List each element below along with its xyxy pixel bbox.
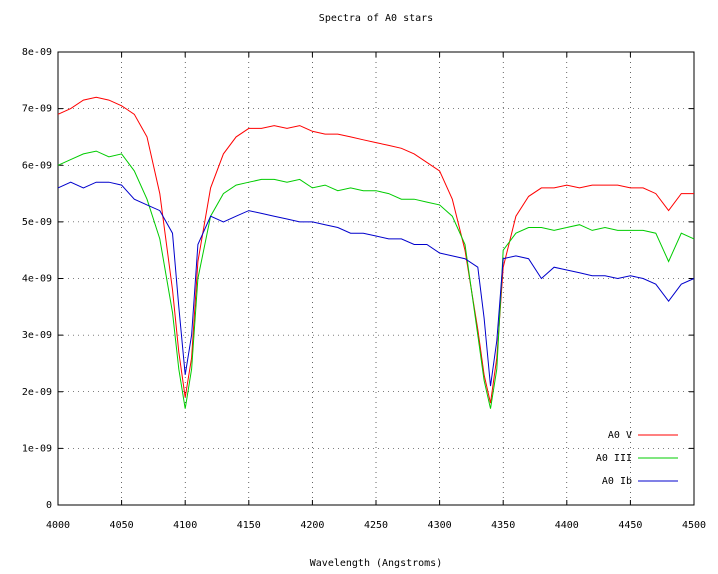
y-tick-label: 8e-09 [22, 47, 52, 58]
series-line [57, 96, 694, 404]
x-tick-label: 4150 [237, 520, 261, 531]
y-tick-label: 4e-09 [22, 274, 52, 285]
x-tick-label: 4300 [428, 520, 452, 531]
y-tick-label: 0 [46, 500, 52, 511]
y-tick-label: 7e-09 [22, 104, 52, 115]
x-tick-label: 4250 [364, 520, 388, 531]
series-line [57, 150, 695, 409]
y-tick-label: 5e-09 [22, 217, 52, 228]
legend-label: A0 Ib [602, 476, 632, 487]
y-tick-label: 6e-09 [22, 160, 52, 171]
legend-label: A0 III [596, 453, 632, 464]
x-tick-label: 4000 [46, 520, 70, 531]
x-tick-label: 4050 [110, 520, 134, 531]
y-tick-label: 2e-09 [22, 387, 52, 398]
x-tick-label: 4350 [491, 520, 515, 531]
legend-label: A0 V [608, 430, 632, 441]
x-axis-label: Wavelength (Angstroms) [310, 558, 442, 569]
chart-title: Spectra of A0 stars [319, 13, 433, 24]
x-tick-label: 4400 [555, 520, 579, 531]
x-tick-label: 4450 [618, 520, 642, 531]
x-tick-label: 4200 [300, 520, 324, 531]
y-tick-label: 1e-09 [22, 443, 52, 454]
y-tick-label: 3e-09 [22, 330, 52, 341]
series-line [57, 181, 695, 387]
x-tick-label: 4100 [173, 520, 197, 531]
x-tick-label: 4500 [682, 520, 706, 531]
